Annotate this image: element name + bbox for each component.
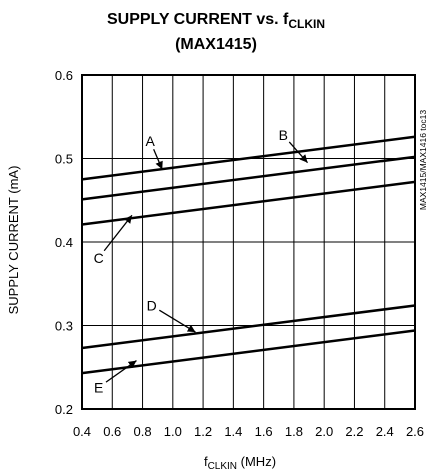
- x-tick-label: 2.4: [376, 424, 394, 439]
- y-tick-labels: 0.2 0.3 0.4 0.5 0.6: [55, 68, 73, 417]
- curve-arrow-a: [153, 148, 163, 170]
- curve-label-d: D: [147, 297, 157, 313]
- chart-title-subscript: CLKIN: [288, 17, 325, 31]
- series-line-c: [81, 180, 416, 226]
- x-tick-label: 0.6: [103, 424, 121, 439]
- x-tick-labels: 0.4 0.6 0.8 1.0 1.2 1.4 1.6 1.8 2.0 2.2 2.4 2.6: [73, 424, 424, 439]
- y-tick-label: 0.3: [55, 319, 73, 334]
- series-line-b: [81, 155, 416, 201]
- curve-arrow-b: [288, 141, 309, 164]
- curve-labels: A B C D E: [94, 127, 309, 395]
- series-line-d: [81, 304, 416, 350]
- x-tick-label: 2.0: [315, 424, 333, 439]
- curve-label-e: E: [94, 379, 103, 395]
- curve-arrow-e: [105, 360, 137, 383]
- x-tick-label: 0.4: [73, 424, 91, 439]
- curve-arrow-c: [103, 214, 133, 252]
- y-tick-label: 0.6: [55, 68, 73, 83]
- curve-label-a: A: [145, 133, 155, 149]
- x-axis-label-main: f: [204, 454, 208, 469]
- x-tick-label: 1.4: [224, 424, 242, 439]
- x-tick-label: 2.6: [406, 424, 424, 439]
- x-axis-label-subscript: CLKIN: [208, 461, 237, 469]
- x-tick-label: 0.8: [134, 424, 152, 439]
- series-line-a: [81, 135, 416, 181]
- chart-reference-note: MAX1415/MAX1416 toc13: [418, 110, 428, 210]
- y-axis-label: SUPPLY CURRENT (mA): [6, 166, 21, 315]
- x-tick-label: 1.6: [255, 424, 273, 439]
- chart-title-main: SUPPLY CURRENT vs. f: [107, 11, 289, 28]
- grid-lines: [82, 75, 415, 409]
- x-tick-label: 1.8: [285, 424, 303, 439]
- x-tick-label: 2.2: [345, 424, 363, 439]
- series-line-e: [81, 329, 416, 375]
- x-axis-label-unit: (MHz): [237, 454, 276, 469]
- chart-title-line2: (MAX1415): [175, 36, 257, 53]
- plot-frame: [81, 74, 416, 410]
- y-tick-label: 0.2: [55, 402, 73, 417]
- x-tick-label: 1.2: [194, 424, 212, 439]
- chart-title-line1: SUPPLY CURRENT vs. fCLKIN: [107, 11, 325, 31]
- x-tick-label: 1.0: [164, 424, 182, 439]
- curve-arrow-d: [158, 309, 196, 333]
- curve-label-b: B: [279, 127, 288, 143]
- x-axis-label: fCLKIN (MHz): [204, 454, 276, 469]
- y-tick-label: 0.4: [55, 235, 73, 250]
- y-tick-label: 0.5: [55, 152, 73, 167]
- curve-label-c: C: [94, 250, 104, 266]
- series-lines: [81, 135, 416, 375]
